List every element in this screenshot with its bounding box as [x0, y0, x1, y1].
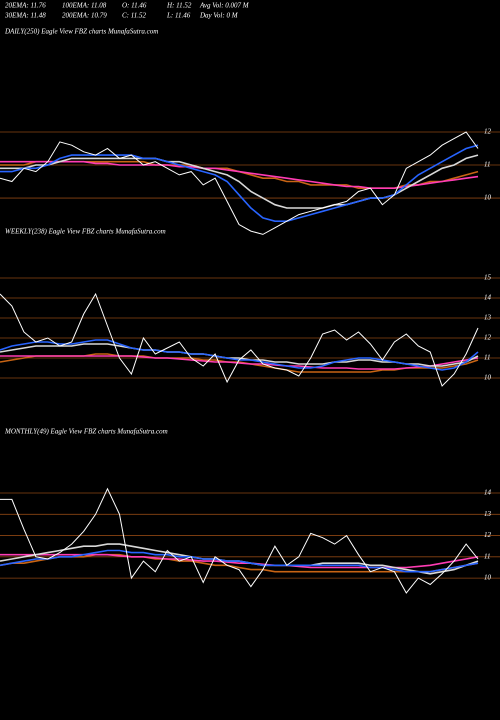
- series-line: [0, 549, 479, 573]
- series-line: [0, 160, 479, 189]
- series-line: [0, 553, 479, 573]
- series-line: [0, 154, 479, 209]
- y-tick-label: 10: [484, 194, 492, 202]
- panel-title: DAILY(250) Eagle View FBZ charts MunafaS…: [4, 28, 158, 36]
- series-line: [0, 487, 479, 594]
- header-stat: C: 11.52: [122, 12, 146, 20]
- series-line: [0, 144, 479, 222]
- header-stat: O: 11.46: [122, 2, 147, 10]
- y-tick-label: 12: [484, 531, 492, 539]
- header-stat: 200EMA: 10.79: [62, 12, 107, 20]
- header-stat: Day Vol: 0 M: [199, 12, 239, 20]
- series-line: [0, 292, 479, 387]
- header-stat: L: 11.46: [166, 12, 191, 20]
- header-stat: 100EMA: 11.08: [62, 2, 107, 10]
- y-tick-label: 13: [484, 314, 492, 322]
- series-line: [0, 131, 479, 235]
- header-stat: H: 11.52: [166, 2, 192, 10]
- header-stat: Avg Vol: 0.007 M: [199, 2, 250, 10]
- y-tick-label: 11: [484, 354, 490, 362]
- panel-title: MONTHLY(49) Eagle View FBZ charts Munafa…: [4, 428, 168, 436]
- y-tick-label: 14: [484, 294, 492, 302]
- y-tick-label: 14: [484, 489, 492, 497]
- y-tick-label: 10: [484, 374, 492, 382]
- y-tick-label: 15: [484, 274, 492, 282]
- y-tick-label: 11: [484, 161, 490, 169]
- y-tick-label: 13: [484, 510, 492, 518]
- panel-title: WEEKLY(238) Eagle View FBZ charts Munafa…: [5, 228, 166, 236]
- series-line: [0, 355, 479, 370]
- y-tick-label: 12: [484, 334, 492, 342]
- y-tick-label: 12: [484, 128, 492, 136]
- y-tick-label: 10: [484, 574, 492, 582]
- y-tick-label: 11: [484, 552, 490, 560]
- header-stat: 20EMA: 11.76: [5, 2, 46, 10]
- header-stat: 30EMA: 11.48: [4, 12, 46, 20]
